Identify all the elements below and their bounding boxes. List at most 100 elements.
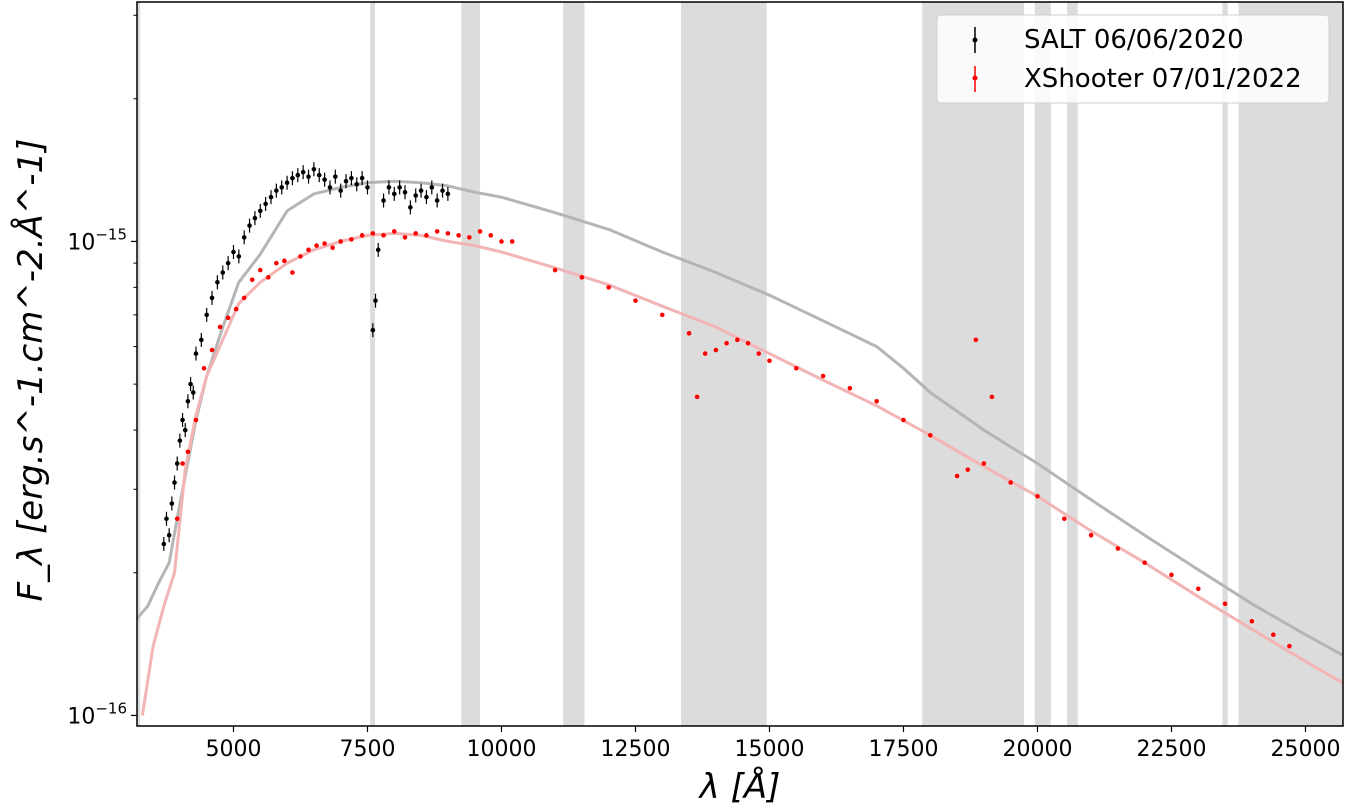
xshooter-point [901,417,906,423]
xshooter-point [989,394,995,400]
xshooter-point [1008,480,1013,485]
salt-point [386,185,392,190]
xshooter-point [756,351,762,356]
xshooter-point [1142,560,1147,566]
salt-point [445,191,451,197]
xshooter-point [488,233,494,238]
salt-point [408,205,413,210]
salt-point [263,201,268,207]
legend-box [936,14,1330,104]
salt-point [429,185,435,190]
salt-point [190,390,196,395]
plot-frame [136,1,1344,727]
xshooter-point [509,239,515,244]
xshooter-point [1271,632,1276,638]
xshooter-point [413,231,419,236]
salt-point [188,381,193,387]
xshooter-point [965,467,971,472]
salt-point [434,198,440,203]
xshooter-point [847,385,853,391]
salt-point [182,427,188,433]
shaded-region-3 [563,2,585,726]
shaded-region-4 [681,2,767,726]
salt-point [440,188,445,193]
salt-point [359,175,365,181]
xshooter-point [973,337,979,343]
xshooter-point [767,358,772,364]
xshooter-point [1287,643,1292,649]
xshooter-point [434,229,440,234]
xshooter-point [793,365,799,371]
xshooter-point [359,233,365,238]
x-axis-label: λ [Å] [698,766,781,806]
shaded-region-7 [1066,2,1078,726]
xshooter-point [391,229,397,234]
salt-point [365,185,370,190]
xshooter-point [694,394,700,400]
salt-point [322,177,327,182]
salt-point [209,295,215,301]
salt-point [247,223,252,228]
xshooter-point [724,340,729,346]
xshooter-point [185,449,191,455]
salt-point [166,532,172,538]
xshooter-point [954,473,960,479]
x-tick-label: 15000 [734,737,804,762]
salt-point [252,215,258,221]
salt-point [397,185,402,190]
xshooter-point [290,270,295,275]
x-tick-label: 17500 [868,737,938,762]
xshooter-point [322,241,327,246]
xshooter-point [1115,546,1121,551]
shaded-region-9 [1238,2,1343,726]
salt-point [177,438,183,443]
salt-point [225,260,231,266]
xshooter-point [338,239,343,244]
xshooter-point [1169,572,1174,578]
xshooter-point [456,233,461,238]
xshooter-point [686,331,692,336]
salt-point [220,270,226,275]
xshooter-point [306,247,311,253]
legend-entry-xshooter: XShooter 07/01/2022 [972,64,1302,94]
xshooter-point [201,365,207,371]
salt-point [375,247,381,253]
salt-point [343,178,349,184]
telluric-shaded-regions [137,2,1343,726]
salt-point [215,279,220,285]
xshooter-point [445,231,451,236]
y-axis-label: F_λ [erg.s^-1.cm^-2.Å^-1] [10,139,51,602]
salt-point [164,516,169,522]
xshooter-point [1222,601,1228,607]
xshooter-point [209,347,215,353]
xshooter-point [702,351,708,356]
salt-point [424,194,429,200]
salt-point [349,175,354,181]
salt-point [311,166,317,172]
x-tick-label: 5000 [205,737,261,762]
shaded-region-5 [922,2,1025,726]
salt-point [338,188,343,193]
x-axis-ticks: 5000 7500 10000 12500 15000 17500 20000 22500 25… [205,726,1340,762]
salt-point [274,188,279,193]
salt-point [295,172,301,178]
xshooter-point [477,229,483,234]
xshooter-point [1249,618,1255,624]
xshooter-point [579,275,585,280]
xshooter-point [274,260,279,266]
shaded-region-8 [1222,2,1228,726]
salt-point [185,398,191,404]
salt-point [231,249,236,255]
xshooter-point [713,347,719,353]
xshooter-point [282,258,287,264]
salt-point [333,174,338,179]
shaded-region-6 [1034,2,1051,726]
xshooter-point [874,398,879,404]
salt-point [204,312,209,318]
xshooter-point [217,324,223,330]
salt-point [373,298,378,303]
salt-point [193,351,199,356]
shaded-region-1 [370,2,375,726]
legend-salt-marker [972,37,978,43]
